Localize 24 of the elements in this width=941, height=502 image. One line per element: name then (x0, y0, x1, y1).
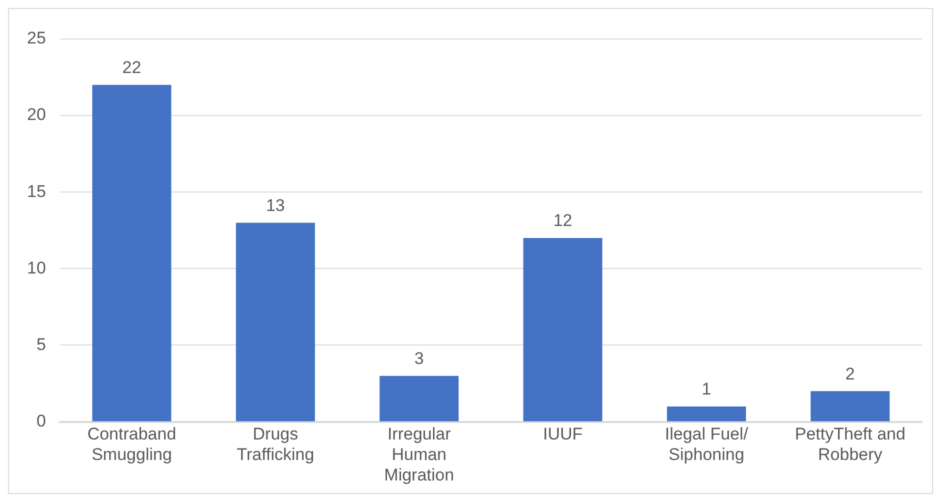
data-label: 22 (122, 58, 142, 78)
bar (236, 222, 315, 422)
x-tick-label: Drugs Trafficking (236, 424, 314, 464)
data-label: 13 (266, 196, 285, 215)
y-tick-label: 10 (26, 258, 46, 278)
x-tick-label: PettyTheft and Robbery (794, 424, 906, 464)
x-tick-label: Ilegal Fuel/ Siphoning (664, 424, 748, 464)
y-tick-label: 5 (36, 334, 46, 354)
data-label: 12 (553, 211, 572, 230)
bar (380, 376, 459, 422)
y-tick-label: 25 (26, 28, 46, 48)
x-tick-label: Irregular Human Migration (384, 424, 454, 484)
y-tick-label: 20 (26, 105, 46, 124)
bar (666, 406, 746, 422)
bar (523, 238, 602, 422)
x-tick-label: Contraband Smuggling (87, 424, 176, 464)
data-label: 1 (702, 380, 712, 399)
y-tick-label: 0 (36, 411, 46, 430)
bar (92, 84, 172, 422)
data-label: 3 (414, 349, 424, 368)
bar (810, 391, 890, 422)
x-tick-label: IUUF (542, 424, 583, 444)
y-tick-label: 15 (26, 182, 46, 201)
data-label: 2 (845, 364, 855, 384)
